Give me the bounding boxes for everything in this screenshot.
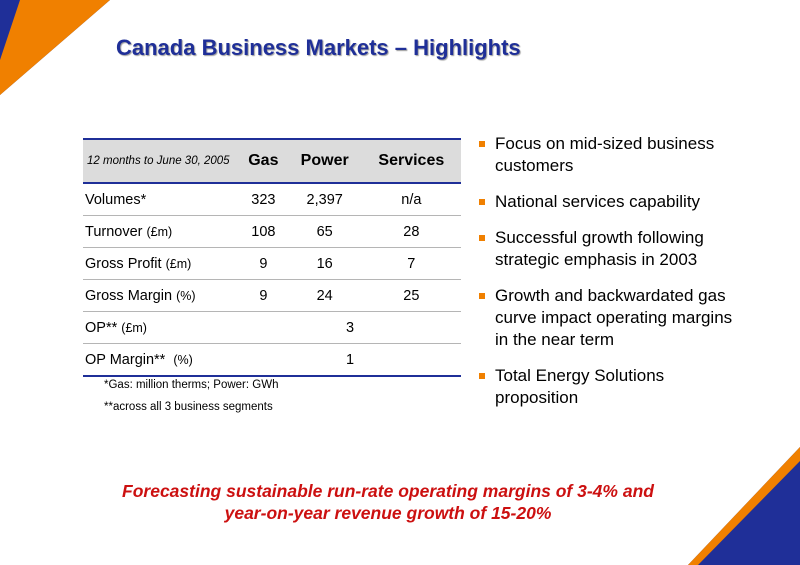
- cell-services: 28: [361, 215, 461, 248]
- cell-power: 2,397: [287, 183, 362, 216]
- row-label: Turnover (£m): [83, 215, 239, 248]
- footnote: *Gas: million therms; Power: GWh: [104, 379, 279, 391]
- period-label: 12 months to June 30, 2005: [83, 138, 239, 184]
- bullet-item: Successful growth following strategic em…: [478, 227, 748, 271]
- row-unit: (%): [176, 288, 196, 303]
- row-unit: (£m): [121, 320, 147, 335]
- corner-decoration-top-left: [0, 0, 110, 95]
- cell-power: 16: [287, 247, 362, 280]
- row-label: Gross Profit (£m): [83, 247, 239, 280]
- highlights-bullet-list: Focus on mid-sized business customers Na…: [478, 133, 748, 423]
- forecast-statement: Forecasting sustainable run-rate operati…: [70, 480, 706, 524]
- table-row: OP** (£m) 3: [83, 311, 461, 344]
- footnotes: *Gas: million therms; Power: GWh **acros…: [104, 374, 278, 418]
- bullet-square-icon: [479, 293, 485, 299]
- highlights-table-container: 12 months to June 30, 2005 Gas Power Ser…: [83, 138, 461, 377]
- bullet-square-icon: [479, 235, 485, 241]
- cell-combined: 1: [239, 343, 461, 377]
- column-header-power: Power: [287, 138, 362, 184]
- cell-power: 24: [287, 279, 362, 312]
- cell-services: 25: [361, 279, 461, 312]
- corner-decoration-bottom-right: [688, 447, 800, 565]
- bullet-item: Total Energy Solutions proposition: [478, 365, 748, 409]
- table-row: OP Margin** (%) 1: [83, 343, 461, 377]
- column-header-services: Services: [361, 138, 461, 184]
- highlights-table: 12 months to June 30, 2005 Gas Power Ser…: [83, 138, 461, 377]
- forecast-line-1: Forecasting sustainable run-rate operati…: [122, 481, 654, 501]
- row-label: OP Margin** (%): [83, 343, 239, 377]
- table-row: Gross Margin (%) 9 24 25: [83, 279, 461, 312]
- footnote: **across all 3 business segments: [104, 401, 273, 413]
- table-row: Turnover (£m) 108 65 28: [83, 215, 461, 248]
- table-header-row: 12 months to June 30, 2005 Gas Power Ser…: [83, 138, 461, 184]
- bullet-item: National services capability: [478, 191, 748, 213]
- row-unit: (£m): [146, 224, 173, 239]
- bullet-square-icon: [479, 141, 485, 147]
- bullet-item: Growth and backwardated gas curve impact…: [478, 285, 748, 351]
- cell-gas: 108: [239, 215, 288, 248]
- table-row: Volumes* 323 2,397 n/a: [83, 183, 461, 216]
- cell-services: 7: [361, 247, 461, 280]
- row-unit: (£m): [165, 256, 192, 271]
- page-number: 40: [711, 512, 727, 527]
- cell-combined: 3: [239, 311, 461, 344]
- row-label: Gross Margin (%): [83, 279, 239, 312]
- cell-gas: 9: [239, 279, 288, 312]
- row-unit: (%): [173, 352, 193, 367]
- forecast-line-2: year-on-year revenue growth of 15-20%: [224, 503, 552, 523]
- cell-power: 65: [287, 215, 362, 248]
- bullet-square-icon: [479, 199, 485, 205]
- row-label: OP** (£m): [83, 311, 239, 344]
- bullet-square-icon: [479, 373, 485, 379]
- cell-services: n/a: [361, 183, 461, 216]
- bullet-item: Focus on mid-sized business customers: [478, 133, 748, 177]
- table-row: Gross Profit (£m) 9 16 7: [83, 247, 461, 280]
- cell-gas: 9: [239, 247, 288, 280]
- column-header-gas: Gas: [239, 138, 288, 184]
- cell-gas: 323: [239, 183, 288, 216]
- slide-title: Canada Business Markets – Highlights: [116, 35, 521, 60]
- row-label: Volumes*: [83, 183, 239, 216]
